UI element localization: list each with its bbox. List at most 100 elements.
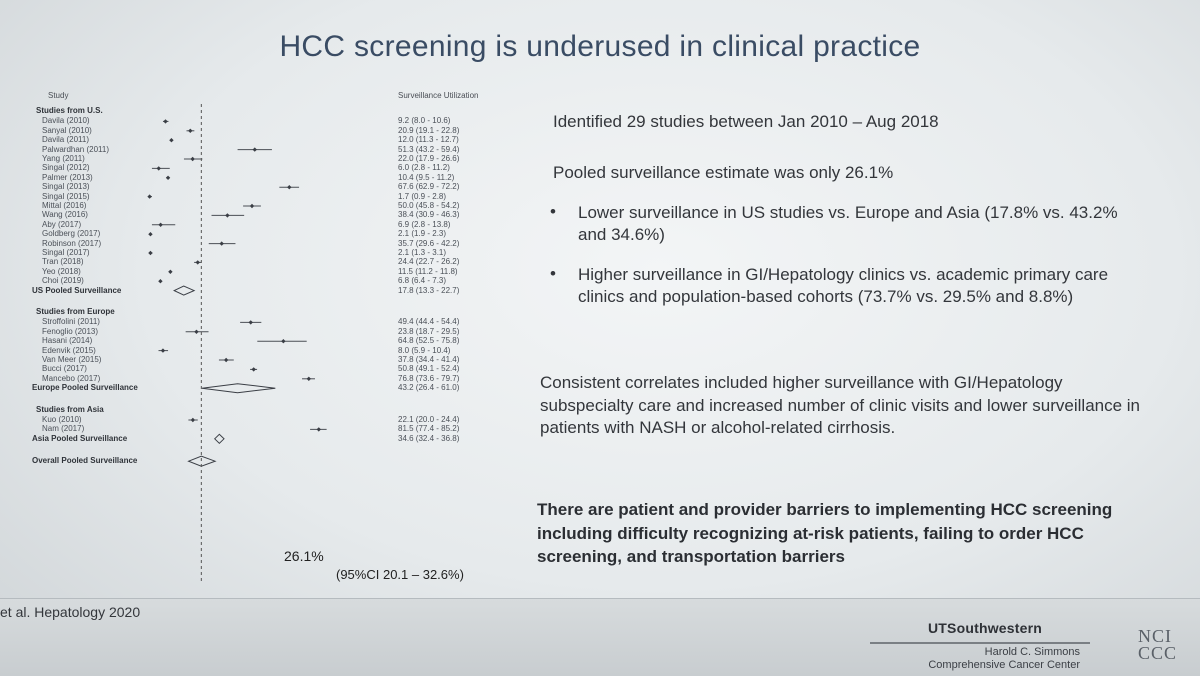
point-estimate — [195, 260, 200, 265]
utilization-value: 64.8 (52.5 - 75.8) — [398, 336, 460, 346]
study-label: Kuo (2010) — [42, 415, 82, 424]
utilization-value: 23.8 (18.7 - 29.5) — [398, 326, 460, 336]
point-estimate — [156, 166, 161, 171]
study-label: Edenvik (2015) — [42, 345, 96, 355]
pooled-label: Asia Pooled Surveillance — [32, 433, 128, 443]
point-estimate — [190, 417, 196, 423]
bullet-text-2: Higher surveillance in GI/Hepatology cli… — [578, 265, 1109, 306]
point-estimate — [252, 147, 257, 152]
logo-divider — [870, 642, 1090, 644]
point-estimate — [316, 427, 321, 432]
slide-title: HCC screening is underused in clinical p… — [279, 30, 921, 63]
study-label: Stroffolini (2011) — [42, 317, 100, 327]
study-label: Palmer (2013) — [42, 172, 93, 182]
pooled-label: US Pooled Surveillance — [32, 285, 122, 295]
correlates-text: Consistent correlates included higher su… — [540, 373, 1141, 437]
study-label: Bucci (2017) — [42, 364, 87, 374]
point-estimate — [225, 213, 230, 218]
study-label: Yeo (2018) — [42, 266, 81, 276]
utilization-value: 50.0 (45.8 - 54.2) — [398, 201, 460, 210]
pooled-diamond — [187, 455, 217, 467]
point-estimate — [190, 156, 195, 162]
utilization-value: 76.8 (73.6 - 79.7) — [398, 373, 460, 383]
point-estimate — [287, 185, 292, 190]
bullet-text-1: Lower surveillance in US studies vs. Eur… — [578, 203, 1118, 244]
utilization-value: 49.4 (44.4 - 54.4) — [398, 317, 460, 327]
utilization-value: 22.0 (17.9 - 26.6) — [398, 154, 460, 163]
nci-ccc-logo: NCI CCC — [1138, 626, 1178, 663]
utilization-value: 10.4 (9.5 - 11.2) — [398, 172, 455, 182]
study-label: Mittal (2016) — [42, 201, 87, 210]
study-label: Wang (2016) — [42, 210, 88, 220]
utilization-value: 2.1 (1.9 - 2.3) — [398, 229, 447, 239]
utilization-value: 43.2 (26.4 - 61.0) — [398, 383, 460, 393]
point-estimate — [249, 203, 255, 209]
citation: et al. Hepatology 2020 — [0, 604, 141, 620]
point-estimate — [165, 175, 171, 180]
utilization-value: 12.0 (11.3 - 12.7) — [398, 135, 459, 145]
study-label: Tran (2018) — [42, 257, 84, 267]
point-estimate — [223, 357, 229, 363]
utilization-value: 6.9 (2.8 - 13.8) — [398, 219, 451, 229]
point-estimate — [163, 119, 168, 124]
utilization-value: 11.5 (11.2 - 11.8) — [398, 266, 458, 276]
study-label: Van Meer (2015) — [42, 355, 102, 364]
pooled-label: Overall Pooled Surveillance — [32, 456, 138, 466]
point-estimate — [148, 232, 153, 237]
pooled-diamond — [201, 383, 276, 394]
forest-marks — [147, 104, 327, 583]
study-label: Mancebo (2017) — [42, 373, 101, 383]
utilization-value: 35.7 (29.6 - 42.2) — [398, 238, 460, 248]
study-label: Singal (2017) — [42, 248, 90, 257]
study-label: Hasani (2014) — [42, 336, 93, 346]
pooled-estimate-text: Pooled surveillance estimate was only 26… — [553, 163, 894, 182]
overall-pooled-ci: (95%CI 20.1 – 32.6%) — [336, 567, 464, 582]
study-column-header: Study — [48, 91, 69, 100]
point-estimate — [168, 269, 173, 274]
point-estimate — [188, 128, 193, 133]
study-label: Singal (2013) — [42, 182, 90, 192]
section-header: Studies from U.S. — [36, 106, 103, 115]
study-label: Fenoglio (2013) — [42, 326, 99, 336]
utilization-value: 2.1 (1.3 - 3.1) — [398, 248, 447, 257]
study-label: Singal (2015) — [42, 191, 90, 201]
point-estimate — [148, 250, 153, 256]
study-label: Davila (2011) — [42, 135, 89, 145]
point-estimate — [306, 376, 312, 381]
point-estimate — [169, 138, 174, 143]
study-label: Palwardhan (2011) — [42, 144, 110, 154]
ccc-text: CCC — [1138, 643, 1178, 663]
utilization-value: 81.5 (77.4 - 85.2) — [398, 424, 460, 434]
study-label: Aby (2017) — [42, 219, 82, 229]
point-estimate — [158, 279, 163, 284]
utilization-value: 22.1 (20.0 - 24.4) — [398, 415, 460, 424]
utilization-value: 34.6 (32.4 - 36.8) — [398, 433, 460, 443]
point-estimate — [147, 194, 152, 199]
pooled-label: Europe Pooled Surveillance — [32, 383, 138, 393]
utilization-value: 6.8 (6.4 - 7.3) — [398, 276, 447, 286]
point-estimate — [251, 367, 256, 372]
study-label: Choi (2019) — [42, 276, 84, 286]
utilization-value: 50.8 (49.1 - 52.4) — [398, 364, 460, 374]
pooled-diamond — [213, 433, 225, 444]
point-estimate — [281, 339, 286, 344]
point-estimate — [160, 348, 166, 353]
study-label: Nam (2017) — [42, 424, 85, 434]
utilization-value: 67.6 (62.9 - 72.2) — [398, 182, 460, 192]
utilization-value: 20.9 (19.1 - 22.8) — [398, 125, 460, 135]
section-header: Studies from Europe — [36, 307, 115, 316]
nci-text: NCI — [1138, 626, 1172, 646]
study-label: Yang (2011) — [42, 154, 85, 163]
utilization-value: 24.4 (22.7 - 26.2) — [398, 257, 460, 267]
utilization-value: 8.0 (5.9 - 10.4) — [398, 345, 451, 355]
utilization-value: 51.3 (43.2 - 59.4) — [398, 144, 460, 154]
study-label: Singal (2012) — [42, 163, 90, 173]
point-estimate — [248, 320, 253, 325]
utilization-value: 9.2 (8.0 - 10.6) — [398, 116, 451, 126]
utilization-value: 38.4 (30.9 - 46.3) — [398, 210, 460, 220]
study-label: Davila (2010) — [42, 116, 90, 126]
overall-pooled-percent: 26.1% — [284, 548, 324, 564]
pooled-diamond — [173, 285, 196, 296]
point-estimate — [219, 241, 224, 246]
